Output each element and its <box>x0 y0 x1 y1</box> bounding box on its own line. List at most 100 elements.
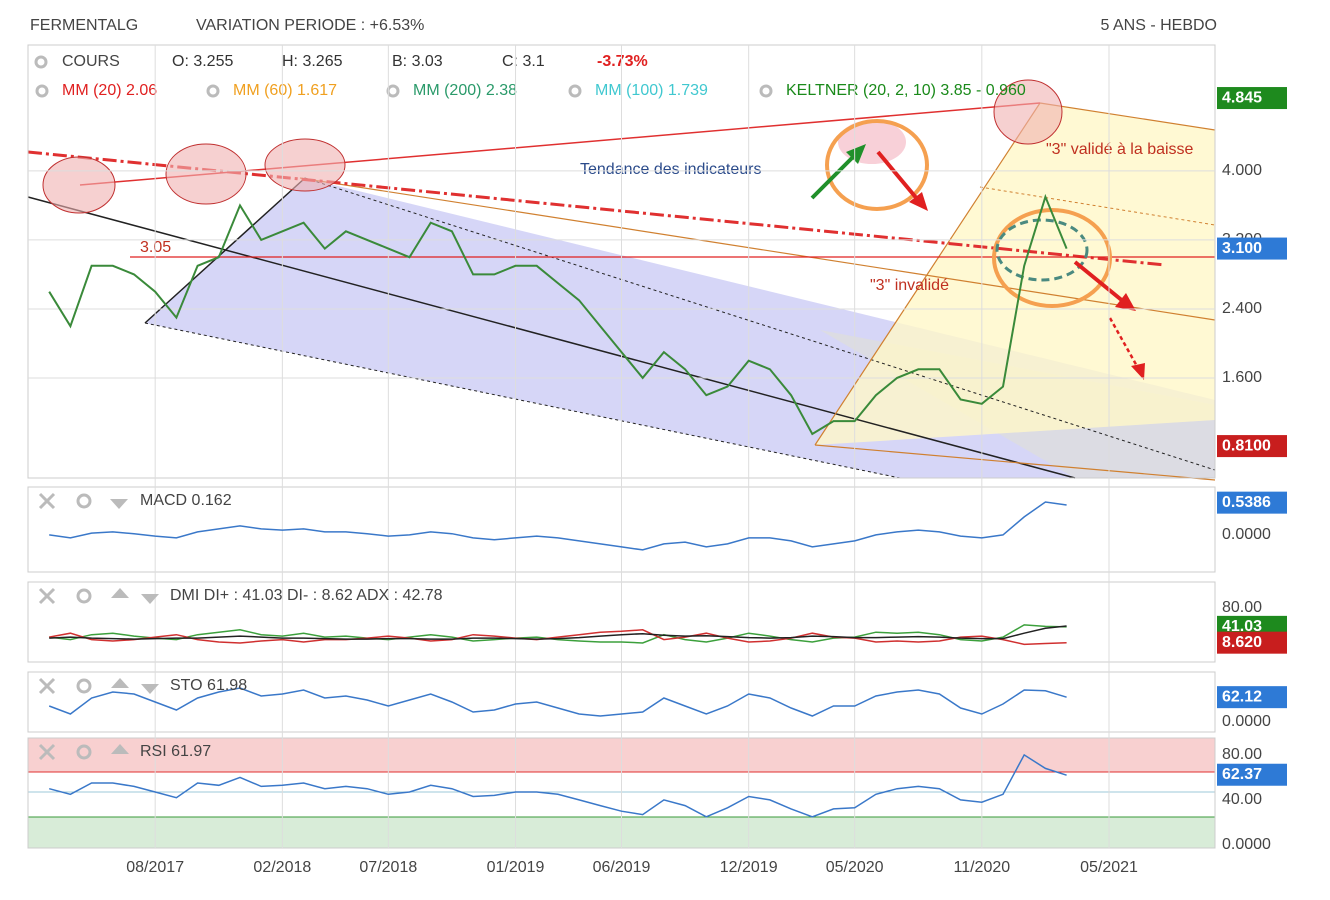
period: 5 ANS - HEBDO <box>1101 17 1217 34</box>
y-tick-label: 40.00 <box>1222 791 1262 808</box>
legend-item: -3.73% <box>597 53 648 70</box>
arrow <box>876 150 920 202</box>
orange-line <box>1039 102 1216 131</box>
x-tick-label: 01/2019 <box>487 859 545 876</box>
legend-item: C: 3.1 <box>502 53 545 70</box>
icon[interactable] <box>386 84 400 98</box>
legend-item: MM (200) 2.38 <box>413 82 517 99</box>
icon[interactable] <box>110 499 128 509</box>
x-tick-label: 08/2017 <box>126 859 184 876</box>
orange-line <box>814 444 1216 481</box>
y-tick-label: 4.000 <box>1222 162 1262 179</box>
icon[interactable] <box>35 84 49 98</box>
series-line <box>48 687 1067 717</box>
x-tick-label: 11/2020 <box>954 859 1011 876</box>
arrow-head <box>1131 363 1145 380</box>
series-line <box>49 501 1067 551</box>
value-box <box>1217 237 1287 260</box>
panel-title: STO 61.98 <box>170 677 247 694</box>
legend-item: O: 3.255 <box>172 53 233 70</box>
legend-item: B: 3.03 <box>392 53 443 70</box>
icon[interactable] <box>111 744 129 754</box>
highlight-circle <box>838 120 906 164</box>
value-box-label: 41.03 <box>1222 618 1262 635</box>
y-tick-label: 2.400 <box>1222 300 1262 317</box>
gear-icon[interactable] <box>34 55 48 69</box>
series-line <box>49 625 1067 640</box>
orange-circle <box>992 208 1112 308</box>
value-box-label: 0.5386 <box>1222 494 1271 511</box>
series-line <box>48 193 1068 436</box>
value-box <box>1217 763 1287 786</box>
fan-area <box>815 103 1215 445</box>
arrow <box>1108 317 1140 369</box>
orange-line <box>299 177 1216 321</box>
icon[interactable] <box>38 677 56 695</box>
orange-line <box>814 102 1041 446</box>
icon[interactable] <box>759 84 773 98</box>
x-tick-label: 07/2018 <box>359 859 417 876</box>
series-line <box>49 629 1067 646</box>
orange-circle <box>825 119 929 211</box>
icon[interactable] <box>111 588 129 598</box>
orange-line <box>979 186 1216 226</box>
series-line <box>49 753 1067 818</box>
symbol: FERMENTALG <box>30 17 138 34</box>
value-box <box>1217 491 1287 514</box>
x-tick-label: 12/2019 <box>720 859 778 876</box>
icon[interactable] <box>76 493 92 509</box>
icon[interactable] <box>141 684 159 694</box>
annotation: "3" validé à la baisse <box>1046 141 1194 158</box>
value-box <box>1217 631 1287 654</box>
value-box-label: 4.845 <box>1222 89 1262 106</box>
channel-line <box>144 177 306 324</box>
y-tick-label: 80.00 <box>1222 746 1262 763</box>
annotation: Tendance des indicateurs <box>580 161 761 178</box>
arrow <box>1073 260 1126 304</box>
value-box-label: 8.620 <box>1222 634 1262 651</box>
highlight-circle <box>264 138 346 192</box>
panel-title: DMI DI+ : 41.03 DI- : 8.62 ADX : 42.78 <box>170 587 443 604</box>
variation: VARIATION PERIODE : +6.53% <box>196 17 424 34</box>
icon[interactable] <box>38 587 56 605</box>
x-tick-label: 06/2019 <box>593 859 651 876</box>
icon[interactable] <box>38 492 56 510</box>
value-box-label: 62.37 <box>1222 766 1262 783</box>
icon[interactable] <box>141 594 159 604</box>
icon[interactable] <box>568 84 582 98</box>
legend-item: H: 3.265 <box>282 53 343 70</box>
dashed-circle <box>995 218 1089 282</box>
x-tick-label: 05/2021 <box>1080 859 1138 876</box>
icon[interactable] <box>76 744 92 760</box>
legend-item: MM (20) 2.06 <box>62 82 157 99</box>
y-tick-label: 0.0000 <box>1222 836 1271 853</box>
legend-item: MM (100) 1.739 <box>595 82 708 99</box>
icon[interactable] <box>111 678 129 688</box>
icon[interactable] <box>206 84 220 98</box>
panel-title: RSI 61.97 <box>140 743 211 760</box>
arrow <box>810 153 857 200</box>
highlight-circle <box>42 156 116 214</box>
y-tick-label: 80.00 <box>1222 599 1262 616</box>
arrow-head <box>909 192 928 211</box>
legend-item: KELTNER (20, 2, 10) 3.85 - 0.960 <box>786 82 1026 99</box>
icon[interactable] <box>76 588 92 604</box>
legend-item: COURS <box>62 53 120 70</box>
highlight-circle <box>165 143 247 205</box>
value-box <box>1217 686 1287 709</box>
highlight-circle <box>993 79 1063 145</box>
x-tick-label: 02/2018 <box>253 859 311 876</box>
icon[interactable] <box>38 743 56 761</box>
y-tick-label: 0.0000 <box>1222 526 1271 543</box>
red-dashdot-line <box>27 150 1166 267</box>
value-box <box>1217 435 1287 458</box>
value-box-label: 3.100 <box>1222 240 1262 257</box>
arrow-head <box>1115 293 1136 311</box>
annotation: "3" invalidé <box>870 277 949 294</box>
y-tick-label: 0.0000 <box>1222 713 1271 730</box>
icon[interactable] <box>76 678 92 694</box>
value-box-label: 62.12 <box>1222 688 1262 705</box>
y-tick-label: 1.600 <box>1222 369 1262 386</box>
value-box-label: 0.8100 <box>1222 437 1271 454</box>
series-line <box>49 624 1067 644</box>
